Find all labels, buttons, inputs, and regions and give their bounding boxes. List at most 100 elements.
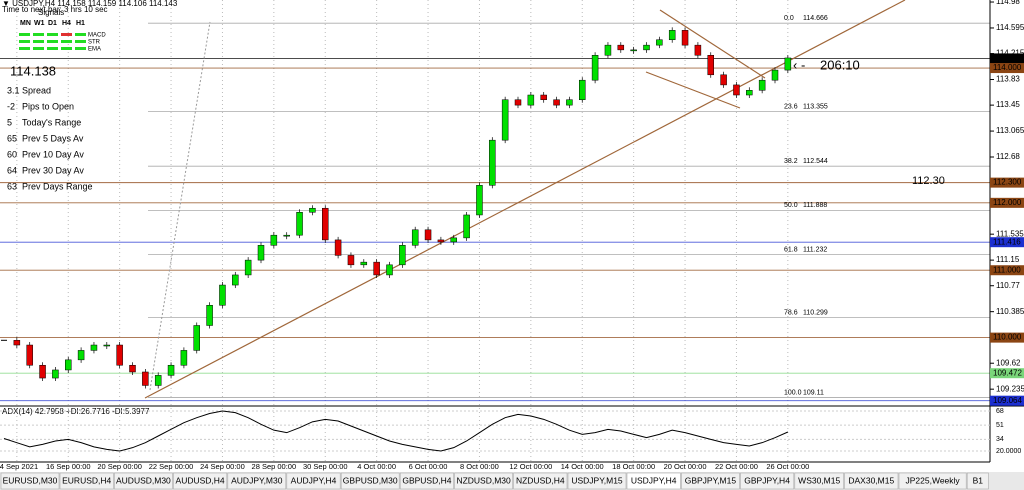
y-tick-label: 112.68 bbox=[996, 152, 1020, 161]
x-tick-label: 8 Oct 00:00 bbox=[460, 462, 499, 471]
tab[interactable] bbox=[340, 472, 400, 490]
candle bbox=[566, 99, 573, 106]
candle bbox=[437, 239, 445, 243]
tab-label[interactable]: B1 bbox=[973, 475, 984, 485]
tab[interactable] bbox=[626, 472, 681, 490]
tab-label[interactable]: GBPJPY,M15 bbox=[685, 475, 737, 485]
indicator-name: STR bbox=[88, 40, 101, 46]
candle bbox=[746, 90, 753, 96]
y-tick-label: 111.535 bbox=[996, 229, 1024, 238]
countdown: 206:10 bbox=[820, 57, 860, 72]
candle bbox=[399, 245, 406, 266]
tab-label[interactable]: NZDUSD,M30 bbox=[456, 475, 511, 485]
candle bbox=[39, 364, 46, 379]
signal-cell bbox=[61, 47, 72, 50]
tab[interactable] bbox=[966, 472, 989, 490]
candle bbox=[65, 359, 72, 371]
tab-label[interactable]: AUDUSD,M30 bbox=[116, 475, 171, 485]
fib-level: 78.6 bbox=[784, 309, 798, 316]
candle bbox=[681, 30, 689, 46]
x-tick-label: 20 Oct 00:00 bbox=[664, 462, 707, 471]
y-tick-label: 113.45 bbox=[996, 100, 1020, 109]
indicator-name: EMA bbox=[88, 47, 101, 53]
candle bbox=[771, 69, 779, 81]
tab[interactable] bbox=[286, 472, 341, 490]
price-plot bbox=[1, 27, 792, 389]
x-tick-label: 22 Sep 00:00 bbox=[149, 462, 194, 471]
x-tick-label: 18 Oct 00:00 bbox=[612, 462, 655, 471]
stat-value: 5 bbox=[7, 117, 12, 127]
adx-tick-label: 51 bbox=[996, 422, 1004, 429]
stat-value: 64 bbox=[7, 165, 17, 175]
tab-label[interactable]: GBPJPY,H4 bbox=[744, 475, 790, 485]
tab[interactable] bbox=[513, 472, 568, 490]
tab[interactable] bbox=[740, 472, 795, 490]
candle bbox=[206, 305, 213, 326]
candle bbox=[322, 207, 329, 241]
candle bbox=[103, 344, 111, 347]
current-price: 114.138 bbox=[10, 63, 56, 78]
tab-label[interactable]: AUDJPY,M30 bbox=[231, 475, 283, 485]
tab-label[interactable]: USDJPY,H4 bbox=[631, 475, 677, 485]
level-box bbox=[990, 177, 1024, 188]
bar-timer: Time to next bar: 3 hrs 10 sec bbox=[2, 5, 108, 14]
candle bbox=[514, 99, 522, 106]
tab-label[interactable]: WS30,M15 bbox=[798, 475, 840, 485]
candle bbox=[257, 245, 265, 261]
stat-value: 60 bbox=[7, 149, 17, 159]
candle bbox=[270, 234, 278, 246]
stat-label: Prev 10 Day Av bbox=[22, 149, 84, 159]
candle bbox=[707, 55, 714, 76]
tab[interactable] bbox=[114, 472, 173, 490]
tab[interactable] bbox=[567, 472, 627, 490]
candle bbox=[527, 94, 535, 106]
x-tick-label: 28 Sep 00:00 bbox=[252, 462, 297, 471]
fib-level: 61.8 bbox=[784, 246, 798, 253]
level-label: 111.000 bbox=[993, 265, 1021, 274]
tab[interactable] bbox=[454, 472, 513, 490]
candle bbox=[13, 340, 21, 346]
tab-label[interactable]: GBPUSD,M30 bbox=[343, 475, 398, 485]
tab-label[interactable]: EURUSD,M30 bbox=[3, 475, 58, 485]
tab-label[interactable]: AUDUSD,H4 bbox=[176, 475, 225, 485]
x-tick-label: 26 Oct 00:00 bbox=[766, 462, 809, 471]
adx-tick-label: 68 bbox=[996, 408, 1004, 415]
tab-label[interactable]: JP225,Weekly bbox=[906, 475, 961, 485]
candle bbox=[591, 55, 599, 81]
signal-cell bbox=[19, 33, 30, 36]
tab[interactable] bbox=[173, 472, 228, 490]
tab[interactable] bbox=[227, 472, 287, 490]
tab-label[interactable]: AUDJPY,H4 bbox=[291, 475, 337, 485]
tab-label[interactable]: USDJPY,M15 bbox=[571, 475, 623, 485]
y-tick-label: 110.77 bbox=[996, 281, 1020, 290]
channel-upper bbox=[659, 9, 766, 79]
adx-title: ADX(14) 42.7958 +DI:26.7716 -DI:5.3977 bbox=[2, 407, 150, 416]
tab[interactable] bbox=[794, 472, 844, 490]
candle bbox=[386, 264, 393, 276]
tab[interactable] bbox=[681, 472, 740, 490]
y-tick-label: 109.235 bbox=[996, 384, 1024, 393]
level-box bbox=[990, 395, 1024, 406]
fib-level: 38.2 bbox=[784, 158, 798, 165]
candle bbox=[656, 39, 663, 46]
candle bbox=[219, 284, 226, 306]
tab[interactable] bbox=[399, 472, 454, 490]
tab[interactable] bbox=[0, 472, 60, 490]
tab[interactable] bbox=[844, 472, 899, 490]
tab-label[interactable]: EURUSD,H4 bbox=[62, 475, 111, 485]
tab[interactable] bbox=[898, 472, 967, 490]
candle bbox=[129, 364, 136, 373]
timeframe: D1 bbox=[48, 20, 57, 27]
signals-title: Signals bbox=[38, 8, 64, 17]
candle bbox=[154, 375, 162, 386]
tab-label[interactable]: NZDUSD,H4 bbox=[516, 475, 565, 485]
tab-label[interactable]: GBPUSD,H4 bbox=[402, 475, 451, 485]
level-note: 112.30 bbox=[912, 175, 945, 187]
level-label: 112.300 bbox=[993, 178, 1022, 187]
candle bbox=[476, 185, 483, 216]
tab-label[interactable]: DAX30,M15 bbox=[848, 475, 894, 485]
tab[interactable] bbox=[59, 472, 114, 490]
